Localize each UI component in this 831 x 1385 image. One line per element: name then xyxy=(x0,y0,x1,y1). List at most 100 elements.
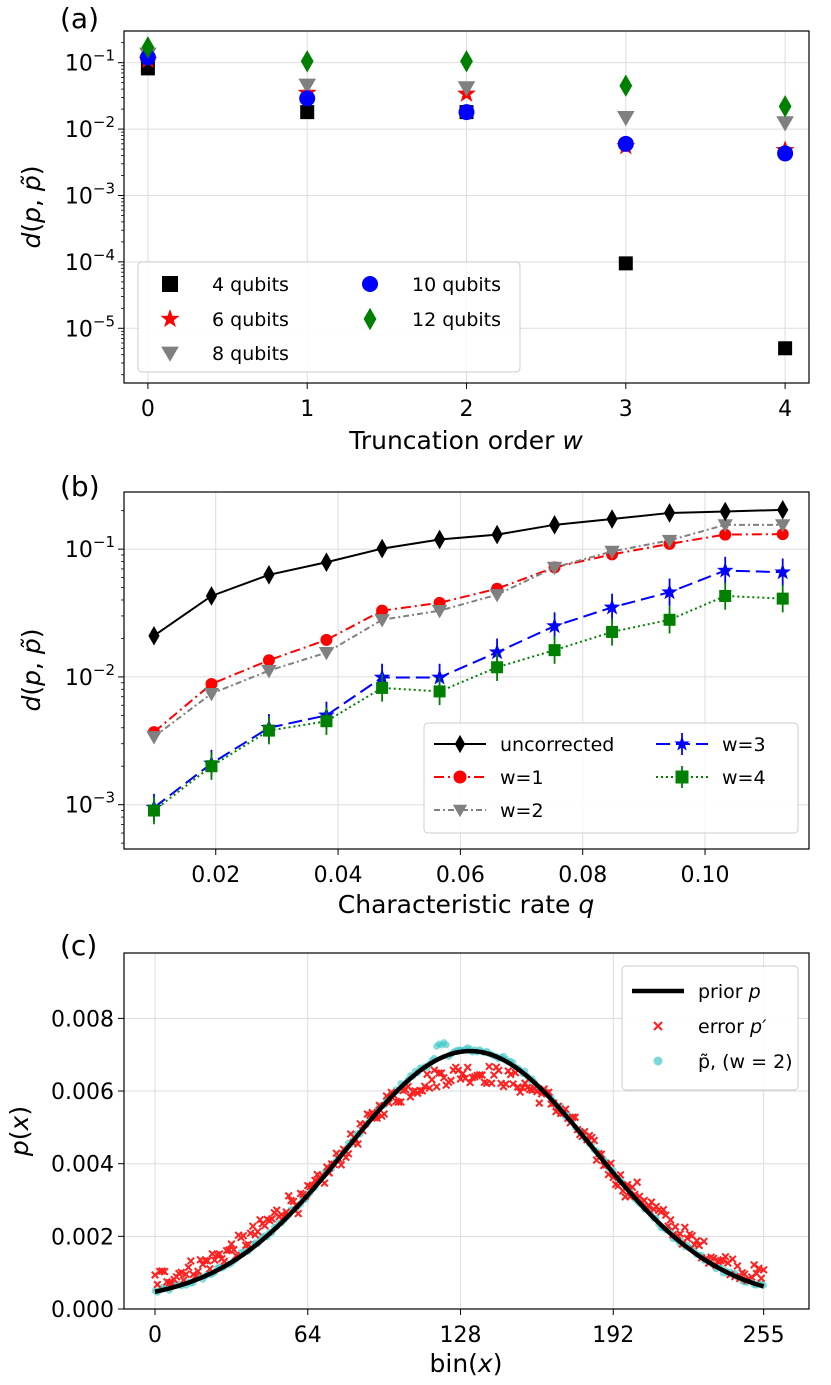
error-point-stroke xyxy=(535,1099,544,1108)
x-tick-label: 0 xyxy=(148,1323,162,1348)
error-point xyxy=(267,1214,276,1223)
error-point-stroke xyxy=(253,1227,262,1236)
error-point-stroke xyxy=(699,1237,708,1246)
panel-a-marks xyxy=(138,36,795,356)
data-point xyxy=(778,95,792,118)
error-point-stroke xyxy=(683,1234,692,1243)
error-point-stroke xyxy=(525,1085,534,1094)
error-point xyxy=(463,1063,472,1072)
x-tick-label: 0.04 xyxy=(314,863,363,888)
legend-error-marker xyxy=(653,1021,663,1031)
error-point xyxy=(683,1234,692,1243)
legend-label: 8 qubits xyxy=(212,343,289,365)
legend-tilde-label: p̃, (w = 2) xyxy=(698,1051,793,1073)
error-point-stroke xyxy=(759,1265,768,1274)
data-point xyxy=(606,509,618,529)
error-point-stroke xyxy=(430,1066,439,1075)
panel-c-label: (c) xyxy=(60,929,97,962)
error-point-stroke xyxy=(320,1179,329,1188)
error-point-stroke xyxy=(344,1149,353,1158)
error-point-stroke xyxy=(322,1163,331,1172)
data-point xyxy=(148,625,160,646)
error-point-stroke xyxy=(571,1113,580,1122)
x-tick-label: 3 xyxy=(619,397,633,422)
panel-c-frame xyxy=(123,952,810,1310)
data-point xyxy=(457,81,476,97)
error-point-stroke xyxy=(384,1098,393,1107)
legend-label: w=2 xyxy=(500,800,544,822)
legend-marker xyxy=(363,307,377,331)
error-point-stroke xyxy=(220,1257,229,1266)
data-point xyxy=(320,633,333,646)
x-tick-label: 0 xyxy=(141,397,155,422)
legend-label: 4 qubits xyxy=(212,274,289,296)
error-point xyxy=(244,1240,253,1249)
error-point xyxy=(227,1240,236,1249)
data-point xyxy=(777,145,794,162)
error-point xyxy=(676,1229,685,1238)
panel-c-x-axis-label: bin(x) xyxy=(430,1349,503,1378)
error-point-stroke xyxy=(267,1214,276,1223)
error-point-stroke xyxy=(394,1098,403,1107)
error-point xyxy=(520,1079,529,1088)
error-point xyxy=(203,1256,212,1265)
error-point xyxy=(430,1066,439,1075)
error-point-stroke xyxy=(461,1074,470,1083)
error-point-stroke xyxy=(661,1211,670,1220)
error-point-stroke xyxy=(633,1178,642,1187)
panel-a-y-ticks: 10−5 10−4 10−3 10−2 10−1 xyxy=(65,42,124,376)
data-point xyxy=(617,110,635,127)
error-point xyxy=(182,1270,191,1279)
error-point-stroke xyxy=(680,1223,689,1232)
error-point xyxy=(494,1066,503,1075)
error-point-stroke xyxy=(671,1222,680,1231)
error-point-stroke xyxy=(177,1268,186,1277)
data-point xyxy=(491,524,503,545)
error-point xyxy=(757,1274,766,1283)
data-point xyxy=(318,646,335,661)
data-point xyxy=(433,685,446,698)
data-point xyxy=(376,681,389,694)
panel-c: (c) 0 64 128 192 255 0.0000.0020.0040.0060.0… xyxy=(5,929,810,1378)
legend-marker xyxy=(675,770,689,784)
error-point-stroke xyxy=(435,1069,444,1078)
data-point xyxy=(147,804,160,817)
error-point-stroke xyxy=(487,1079,496,1088)
x-tick-label: 0.10 xyxy=(681,863,730,888)
error-point-stroke xyxy=(652,1202,661,1211)
error-point xyxy=(733,1262,742,1271)
error-point-stroke xyxy=(721,1252,730,1261)
panel-c-legend-box xyxy=(621,965,799,1091)
error-point xyxy=(478,1070,487,1079)
data-point xyxy=(263,564,275,585)
error-point-stroke xyxy=(709,1254,718,1263)
data-point xyxy=(205,586,218,606)
error-point xyxy=(680,1223,689,1232)
error-point xyxy=(699,1237,708,1246)
error-point xyxy=(475,1070,484,1079)
error-point xyxy=(253,1227,262,1236)
x-tick-label: 0.02 xyxy=(191,863,240,888)
panel-c-x-ticks: 0 64 128 192 255 xyxy=(148,1309,785,1348)
error-point xyxy=(158,1267,167,1276)
panel-b-y-axis-label: d(p, p̃) xyxy=(17,628,46,711)
legend-label: uncorrected xyxy=(500,734,614,756)
series-line xyxy=(153,523,783,738)
error-point-stroke xyxy=(475,1070,484,1079)
panel-b-label: (b) xyxy=(60,470,100,503)
error-point-stroke xyxy=(332,1149,341,1158)
data-point xyxy=(320,715,333,728)
panel-c-marks xyxy=(151,1039,768,1296)
error-point xyxy=(184,1263,193,1272)
data-point xyxy=(491,661,504,674)
error-point-stroke xyxy=(752,1269,761,1278)
panel-b-legend: uncorrected w=1 w=2 w=3 w=4 xyxy=(423,722,799,834)
x-tick-label: 128 xyxy=(440,1323,482,1348)
error-point-stroke xyxy=(279,1212,288,1221)
error-point-stroke xyxy=(688,1231,697,1240)
error-point xyxy=(186,1256,195,1265)
y-tick-label: 10−1 xyxy=(65,47,115,77)
error-point-stroke xyxy=(186,1256,195,1265)
error-point-stroke xyxy=(425,1084,434,1093)
